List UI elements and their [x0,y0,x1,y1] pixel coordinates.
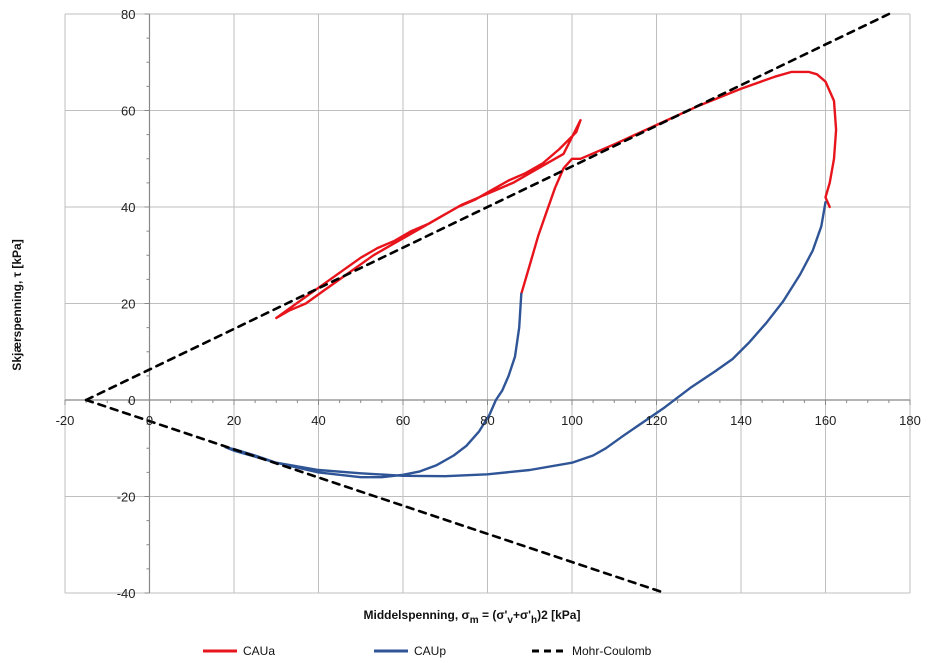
axes [64,13,911,594]
x-tick-label: -20 [56,413,75,428]
legend-label: Mohr-Coulomb [572,644,652,658]
y-tick-label: 20 [121,297,135,312]
x-label-part: = (σ' [479,608,508,622]
series-line-caup [224,201,827,479]
tick-labels: -20 0 20 40 60 80 100 120 140 160 180 -40 -20 0 20 40 60… [56,7,921,601]
x-tick-label: 40 [311,413,325,428]
y-axis-label: Skjærspenning, τ [kPa] [10,239,24,370]
x-label-subscript: m [470,615,479,626]
x-tick-label: 20 [227,413,241,428]
x-tick-label: 120 [646,413,668,428]
x-tick-label: 180 [899,413,921,428]
legend-label: CAUa [243,644,275,658]
x-label-subscript: v [507,615,513,626]
y-tick-label: 60 [121,104,135,119]
y-tick-label: 0 [128,393,135,408]
y-tick-label: 40 [121,200,135,215]
x-label-part: )2 [kPa] [537,608,580,622]
x-tick-label: 160 [815,413,837,428]
x-tick-label: 60 [396,413,410,428]
x-axis-label: Middelspenning, σm = (σ'v+σ'h)2 [kPa] [364,608,581,626]
series-group [84,12,891,595]
legend: CAUa CAUp Mohr-Coulomb [203,644,652,658]
grid [64,13,911,594]
y-tick-label: 80 [121,7,135,22]
y-tick-label: -20 [117,490,136,505]
y-tick-label: -40 [117,586,136,601]
x-tick-label: 80 [480,413,494,428]
series-line-mohr-coulomb [84,398,667,595]
legend-label: CAUp [414,644,446,658]
x-label-subscript: h [531,615,537,626]
x-tick-label: 0 [146,413,153,428]
x-tick-label: 140 [730,413,752,428]
series-line-caua [520,70,838,295]
x-label-part: Middelspenning, σ [364,608,470,622]
x-label-part: +σ' [513,608,531,622]
x-tick-label: 100 [561,413,583,428]
series-line-mohr-coulomb [84,12,891,402]
series-line-caua [275,119,582,320]
